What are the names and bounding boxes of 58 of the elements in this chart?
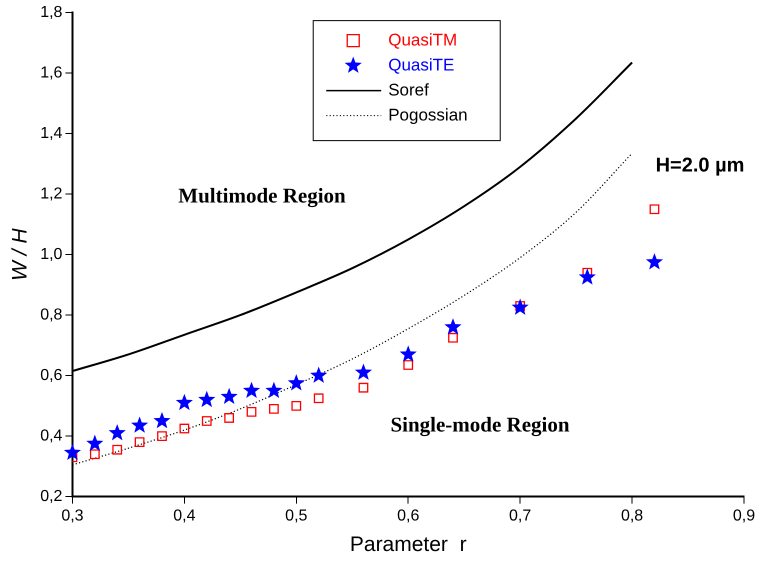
point	[358, 382, 368, 393]
y-tick-label: 1,2	[40, 186, 63, 203]
point	[265, 382, 282, 398]
point	[179, 424, 190, 434]
legend-label: QuasiTE	[388, 55, 454, 74]
point	[220, 388, 238, 404]
y-tick-label: 1,6	[40, 64, 63, 82]
point	[198, 390, 216, 408]
y-tick-label: 0,2	[40, 488, 63, 506]
point	[578, 268, 596, 285]
legend-label: Pogossian	[388, 105, 468, 124]
point	[202, 416, 212, 426]
point	[153, 412, 171, 428]
point	[354, 364, 372, 380]
point	[291, 400, 302, 411]
point	[157, 431, 167, 441]
point	[176, 394, 193, 410]
point	[314, 393, 324, 404]
y-tick-label: 0,6	[40, 367, 63, 384]
legend-label: QuasiTM	[388, 30, 458, 50]
x-tick-label: 0,3	[61, 508, 84, 525]
point	[269, 404, 279, 414]
point	[310, 366, 328, 383]
point	[444, 318, 462, 334]
point	[131, 416, 148, 433]
x-tick-label: 0,5	[285, 508, 308, 525]
point	[112, 444, 122, 455]
y-tick-label: 1,4	[40, 125, 63, 142]
point	[403, 360, 414, 370]
point	[288, 374, 305, 390]
point	[134, 437, 144, 448]
x-tick-label: 0,6	[397, 508, 420, 525]
annotation: Multimode Region	[178, 183, 346, 208]
point	[646, 253, 664, 270]
x-tick-label: 0,9	[732, 508, 756, 525]
point	[400, 345, 417, 362]
y-tick-label: 0,4	[40, 428, 63, 445]
point	[108, 424, 126, 440]
x-axis-title: Parameter r	[350, 533, 467, 556]
point	[242, 382, 260, 398]
point	[86, 434, 104, 451]
y-tick-label: 1,8	[40, 4, 63, 22]
annotation: H=2.0 µm	[656, 154, 744, 177]
y-axis-title: W / H	[8, 228, 32, 281]
x-tick-label: 0,8	[620, 508, 644, 525]
point	[246, 407, 256, 417]
point	[224, 413, 234, 423]
y-tick-label: 1,0	[40, 246, 63, 264]
x-tick-label: 0,4	[173, 508, 196, 525]
point	[448, 332, 458, 343]
point	[512, 298, 529, 315]
y-tick-label: 0,8	[40, 306, 63, 324]
x-tick-label: 0,7	[509, 508, 532, 525]
annotation: Single-mode Region	[390, 412, 570, 436]
point	[64, 444, 81, 460]
legend-label: Soref	[388, 80, 430, 100]
point	[650, 204, 660, 214]
point	[90, 449, 100, 460]
